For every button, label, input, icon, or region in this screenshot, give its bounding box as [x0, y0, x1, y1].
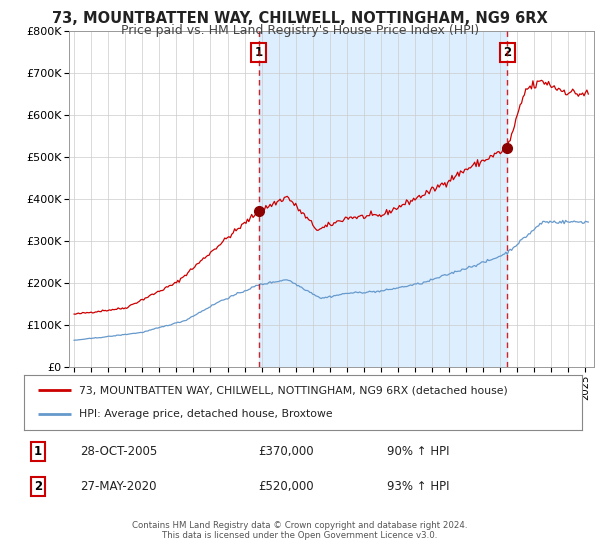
- Text: 2: 2: [503, 46, 511, 59]
- Text: 73, MOUNTBATTEN WAY, CHILWELL, NOTTINGHAM, NG9 6RX (detached house): 73, MOUNTBATTEN WAY, CHILWELL, NOTTINGHA…: [79, 385, 508, 395]
- Text: 93% ↑ HPI: 93% ↑ HPI: [387, 480, 449, 493]
- Text: HPI: Average price, detached house, Broxtowe: HPI: Average price, detached house, Brox…: [79, 409, 332, 419]
- Text: 1: 1: [34, 445, 42, 458]
- Text: Price paid vs. HM Land Registry's House Price Index (HPI): Price paid vs. HM Land Registry's House …: [121, 24, 479, 36]
- Text: Contains HM Land Registry data © Crown copyright and database right 2024.: Contains HM Land Registry data © Crown c…: [132, 521, 468, 530]
- Text: This data is licensed under the Open Government Licence v3.0.: This data is licensed under the Open Gov…: [163, 531, 437, 540]
- Text: 28-OCT-2005: 28-OCT-2005: [80, 445, 157, 458]
- Text: 2: 2: [34, 480, 42, 493]
- Text: 73, MOUNTBATTEN WAY, CHILWELL, NOTTINGHAM, NG9 6RX: 73, MOUNTBATTEN WAY, CHILWELL, NOTTINGHA…: [52, 11, 548, 26]
- Text: £520,000: £520,000: [259, 480, 314, 493]
- Text: 1: 1: [254, 46, 263, 59]
- Text: £370,000: £370,000: [259, 445, 314, 458]
- Bar: [259, 31, 508, 367]
- Text: 90% ↑ HPI: 90% ↑ HPI: [387, 445, 449, 458]
- Text: 27-MAY-2020: 27-MAY-2020: [80, 480, 156, 493]
